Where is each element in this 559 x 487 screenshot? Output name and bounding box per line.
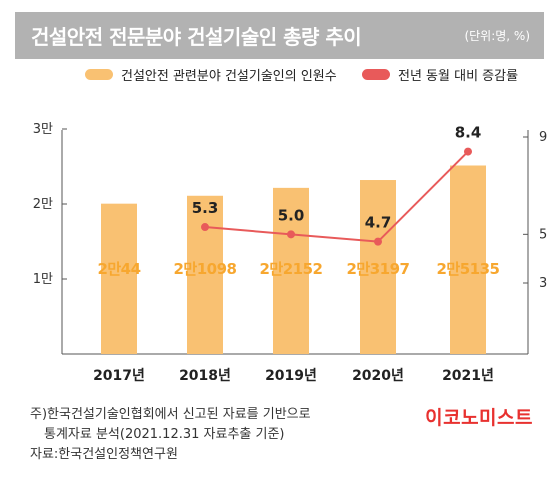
chart-title: 건설안전 전문분야 건설기술인 총량 추이: [31, 25, 362, 49]
bar-data-label: 2만1098: [174, 260, 237, 278]
bar: [273, 187, 309, 354]
legend-item-line: 전년 동월 대비 증감률: [362, 65, 518, 84]
x-tick-label: 2019년: [265, 368, 317, 384]
left-tick-label: 1만: [33, 272, 53, 287]
line-data-label: 4.7: [365, 214, 392, 232]
growth-rate-line: [204, 150, 469, 243]
brand-logo: 이코노미스트: [425, 407, 533, 429]
line-data-label: 5.3: [192, 199, 219, 217]
x-tick-label: 2020년: [352, 368, 404, 384]
line-data-label: 5.0: [278, 206, 305, 224]
bar: [360, 180, 396, 354]
bar-data-label: 2만2152: [260, 260, 323, 278]
source-note: 자료:한국건설인정책연구원: [30, 447, 178, 462]
legend-line-swatch: [362, 69, 390, 80]
bar-data-label: 2만5135: [437, 260, 500, 278]
bar-data-label: 2만44: [97, 260, 140, 278]
legend: 건설안전 관련분야 건설기술인의 인원수 전년 동월 대비 증감률: [85, 65, 544, 87]
line-point: [201, 223, 209, 232]
legend-line-label: 전년 동월 대비 증감률: [398, 69, 519, 84]
legend-item-bar: 건설안전 관련분야 건설기술인의 인원수: [85, 65, 337, 84]
legend-bar-swatch: [85, 69, 113, 80]
line-point: [464, 147, 472, 156]
line-point: [374, 237, 382, 246]
note-line-1: 주)한국건설기술인협회에서 신고된 자료를 기반으로: [30, 407, 311, 422]
bar: [187, 195, 223, 354]
line-data-label: 8.4: [455, 124, 482, 142]
x-tick-label: 2021년: [442, 368, 494, 384]
legend-bar-label: 건설안전 관련분야 건설기술인의 인원수: [121, 69, 337, 84]
right-tick-label: 9: [539, 130, 547, 145]
right-tick-label: 3: [539, 276, 547, 291]
note-line-2: 통계자료 분석(2021.12.31 자료추출 기준): [44, 427, 285, 442]
bar: [101, 203, 137, 354]
line-point: [287, 230, 295, 239]
right-tick-label: 5: [539, 227, 547, 242]
bar-data-label: 2만3197: [347, 260, 410, 278]
unit-label: (단위:명, %): [464, 29, 530, 43]
notes: 주)한국건설기술인협회에서 신고된 자료를 기반으로 통계자료 분석(2021.…: [30, 405, 311, 465]
bar: [450, 165, 486, 354]
x-tick-label: 2017년: [93, 368, 145, 384]
chart-header: 건설안전 전문분야 건설기술인 총량 추이 (단위:명, %): [15, 12, 544, 59]
left-tick-label: 3만: [33, 122, 53, 137]
x-tick-label: 2018년: [179, 368, 231, 384]
left-tick-label: 2만: [33, 197, 53, 212]
